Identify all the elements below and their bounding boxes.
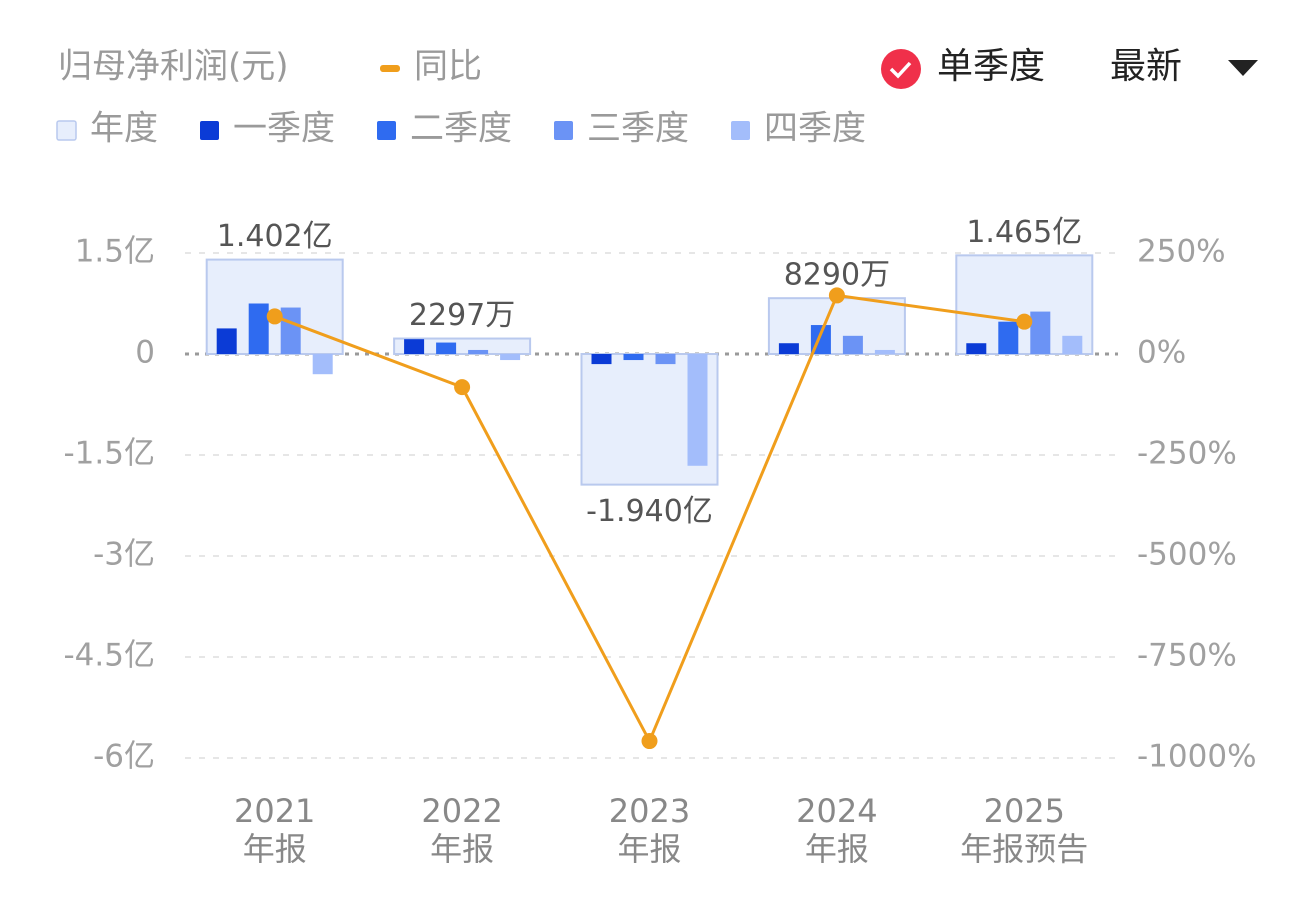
- dropdown-label: 最新: [1110, 46, 1182, 87]
- x-tick-sublabel: 年报预告: [960, 830, 1088, 868]
- y2-tick-label: -1000%: [1137, 739, 1257, 775]
- quarter-bar: [312, 354, 333, 375]
- value-label: -1.940亿: [586, 494, 713, 529]
- y-tick-label: -6亿: [93, 739, 155, 775]
- latest-dropdown[interactable]: 最新: [1110, 46, 1258, 87]
- x-tick-sublabel: 年报: [617, 830, 681, 868]
- toggle-label: 单季度: [937, 46, 1045, 87]
- legend-label: 年度: [90, 109, 158, 149]
- x-tick-sublabel: 年报: [805, 830, 869, 868]
- yoy-point: [641, 733, 658, 750]
- quarter-bar: [778, 343, 799, 354]
- y2-tick-label: -250%: [1137, 436, 1237, 472]
- quarter-bar: [216, 328, 237, 354]
- x-tick-label: 2022: [421, 792, 502, 830]
- quarter-bar: [623, 354, 644, 361]
- quarter-bar: [655, 354, 676, 365]
- check-icon: [881, 49, 921, 89]
- legend-swatch: [554, 121, 573, 140]
- x-tick-sublabel: 年报: [243, 830, 307, 868]
- legend-label: 四季度: [764, 109, 866, 149]
- x-tick-label: 2024: [796, 792, 877, 830]
- yoy-point: [828, 287, 845, 304]
- quarter-bar: [687, 354, 708, 466]
- y2-tick-label: 0%: [1137, 335, 1186, 371]
- value-label: 8290万: [784, 258, 890, 293]
- legend-label: 三季度: [587, 109, 689, 149]
- quarter-bar: [468, 349, 489, 354]
- yoy-point: [1016, 313, 1033, 330]
- x-tick-sublabel: 年报: [430, 830, 494, 868]
- legend-label: 一季度: [233, 109, 335, 149]
- legend-swatch: [377, 121, 396, 140]
- annual-bar: [955, 254, 1094, 356]
- quarter-bar: [280, 307, 301, 354]
- quarter-bar: [1062, 335, 1083, 354]
- legend-label: 二季度: [410, 109, 512, 149]
- y2-tick-label: -750%: [1137, 638, 1237, 674]
- dropdown-arrow: [1228, 60, 1258, 76]
- y2-tick-label: -500%: [1137, 537, 1237, 573]
- yoy-point: [454, 379, 471, 396]
- y-tick-label: 0: [135, 335, 155, 371]
- value-label: 1.465亿: [966, 215, 1082, 250]
- legend-line-swatch: [380, 65, 400, 72]
- check-mark: [889, 61, 912, 79]
- single-quarter-toggle[interactable]: 单季度: [881, 46, 1045, 89]
- quarter-bar: [500, 354, 521, 361]
- quarter-bar: [248, 303, 269, 354]
- quarter-bar: [998, 321, 1019, 354]
- legend-label: 同比: [414, 47, 482, 87]
- x-tick-label: 2023: [609, 792, 690, 830]
- y-tick-label: -1.5亿: [64, 436, 156, 472]
- annual-bar: [393, 337, 532, 356]
- x-tick-label: 2021: [234, 792, 315, 830]
- quarter-bar: [404, 339, 425, 354]
- y-tick-label: -4.5亿: [64, 638, 156, 674]
- legend-swatch: [56, 120, 77, 141]
- chart-title: 归母净利润(元): [58, 47, 289, 87]
- y-tick-label: -3亿: [93, 537, 155, 573]
- quarter-bar: [436, 342, 457, 354]
- quarter-bar: [842, 335, 863, 354]
- value-label: 2297万: [409, 298, 515, 333]
- quarter-bar: [1030, 311, 1051, 354]
- yoy-point: [266, 308, 283, 325]
- value-label: 1.402亿: [217, 219, 333, 254]
- legend-swatch: [731, 121, 750, 140]
- y-tick-label: 1.5亿: [75, 234, 155, 270]
- x-tick-label: 2025: [984, 792, 1065, 830]
- y2-tick-label: 250%: [1137, 234, 1226, 270]
- quarter-bar: [874, 349, 895, 354]
- quarter-bar: [966, 343, 987, 354]
- legend-swatch: [200, 121, 219, 140]
- quarter-bar: [591, 354, 612, 365]
